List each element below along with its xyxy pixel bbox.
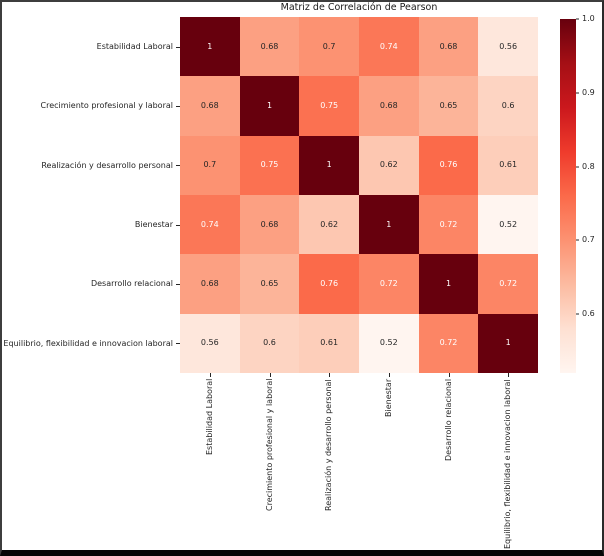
colorbar [560,19,576,373]
x-axis-label: Desarrollo relacional [419,373,479,554]
x-axis-tick [209,373,211,377]
x-axis-tick [269,373,271,377]
heatmap-cell: 0.68 [239,17,300,77]
colorbar-tick-mark [576,313,579,315]
x-axis-label: Crecimiento profesional y laboral [240,373,300,554]
colorbar-tick-mark [576,18,579,20]
x-axis-tick [388,373,390,377]
colorbar-tick-labels: 1.0 0.9 0.8 0.7 0.6 [576,15,604,373]
heatmap-cell: 0.75 [239,135,300,195]
heatmap-cell: 0.56 [478,17,538,77]
heatmap-cell: 0.72 [359,254,419,314]
heatmap-cell: 1 [180,17,240,77]
x-axis-label-text: Bienestar [383,379,393,418]
heatmap-cell: 0.68 [418,17,479,77]
x-axis-label: Bienestar [359,373,419,554]
y-axis-labels: Estabilidad Laboral Crecimiento profesion… [0,17,180,373]
heatmap-cell: 0.72 [418,194,479,255]
heatmap-cell: 0.6 [478,76,538,136]
heatmap-cell: 0.68 [359,76,419,136]
x-axis-label: Estabilidad Laboral [180,373,240,554]
heatmap-cell: 0.75 [299,76,359,136]
heatmap-cell: 0.76 [418,135,479,195]
heatmap-cell: 0.72 [478,254,538,314]
colorbar-tick-label: 1.0 [582,14,595,23]
heatmap-cell: 0.65 [239,254,300,314]
y-axis-tick [176,283,180,285]
heatmap-cell: 0.61 [299,313,359,373]
heatmap-cell: 0.68 [180,76,240,136]
x-axis-label-text: Crecimiento profesional y laboral [264,379,274,512]
heatmap-cell: 1 [299,135,359,195]
heatmap-cell: 0.76 [299,254,359,314]
y-axis-label-text: Realización y desarrollo personal [41,160,173,170]
colorbar-tick-label: 0.7 [582,235,595,245]
x-axis-tick [329,373,331,377]
x-axis-tick [508,373,510,377]
heatmap-cell: 1 [418,254,479,314]
x-axis-label-text: Estabilidad Laboral [204,379,214,456]
y-axis-label: Crecimiento profesional y laboral [0,76,180,135]
heatmap-cell: 0.56 [180,313,240,373]
y-axis-label: Estabilidad Laboral [0,17,180,76]
heatmap-cell: 0.62 [359,135,419,195]
colorbar-tick-label: 0.6 [582,309,595,318]
y-axis-tick [176,224,180,226]
x-axis-labels: Estabilidad Laboral Crecimiento profesion… [180,373,538,554]
heatmap-cell: 0.61 [478,135,538,195]
heatmap-grid: 1 0.68 0.7 0.74 0.68 0.56 0.68 1 0.75 0.68 0.65 0.6… [180,17,538,373]
chart-title: Matriz de Correlación de Pearson [280,2,438,13]
y-axis-label-text: Estabilidad Laboral [96,42,173,52]
x-axis-label: Equilibrio, flexibilidad e innovacion la… [478,373,538,554]
heatmap-cell: 0.7 [299,17,359,77]
heatmap-cell: 0.72 [418,313,479,373]
colorbar-tick-mark [576,239,579,241]
colorbar-tick-label: 0.9 [582,87,595,97]
y-axis-tick [176,343,180,345]
colorbar-tick-mark [576,166,579,167]
heatmap-cell: 1 [478,313,538,373]
heatmap-cell: 0.7 [180,135,240,195]
y-axis-label: Equilibrio, flexibilidad e innovacion la… [0,314,180,373]
heatmap-cell: 0.74 [180,194,240,255]
x-axis-tick [448,373,450,377]
y-axis-label-text: Crecimiento profesional y laboral [40,101,173,111]
heatmap-cell: 1 [239,76,300,136]
y-axis-label-text: Equilibrio, flexibilidad e innovacion la… [3,338,173,348]
x-axis-label: Realización y desarrollo personal [299,373,359,554]
heatmap-cell: 0.6 [239,313,300,373]
heatmap-cell: 0.52 [478,194,538,255]
y-axis-tick [176,46,180,48]
heatmap-cell: 0.62 [299,194,359,255]
y-axis-tick [176,165,180,167]
y-axis-label-text: Bienestar [134,220,173,230]
x-axis-label-text: Equilibrio, flexibilidad e innovacion la… [503,379,513,549]
x-axis-label-text: Realización y desarrollo personal [324,379,334,511]
colorbar-tick-label: 0.8 [582,161,595,171]
heatmap-cell: 0.65 [418,76,479,136]
y-axis-tick [176,105,180,107]
x-axis-label-text: Desarrollo relacional [443,379,453,462]
heatmap-cell: 0.68 [180,254,240,314]
colorbar-tick-mark [576,92,579,94]
y-axis-label-text: Desarrollo relacional [90,279,173,289]
heatmap-cell: 0.68 [239,194,300,255]
y-axis-label: Desarrollo relacional [0,254,180,313]
y-axis-label: Bienestar [0,195,180,254]
heatmap-cell: 0.74 [359,17,419,77]
heatmap-cell: 1 [359,194,419,255]
y-axis-label: Realización y desarrollo personal [0,136,180,195]
heatmap-cell: 0.52 [359,313,419,373]
